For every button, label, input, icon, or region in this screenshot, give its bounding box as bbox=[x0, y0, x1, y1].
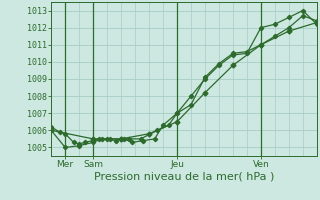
X-axis label: Pression niveau de la mer( hPa ): Pression niveau de la mer( hPa ) bbox=[94, 172, 274, 182]
